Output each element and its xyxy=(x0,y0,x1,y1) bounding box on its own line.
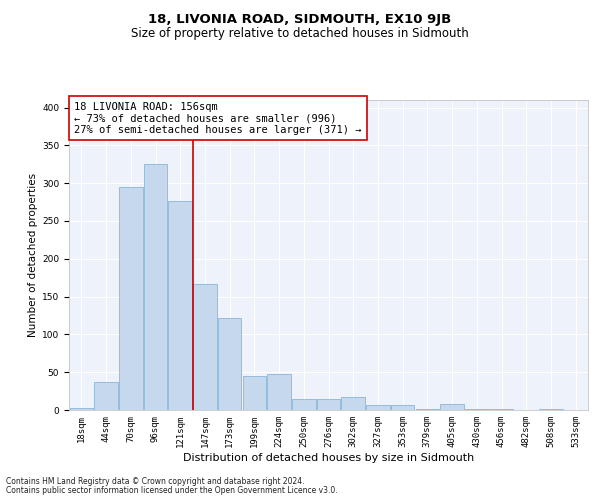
Bar xyxy=(440,404,464,410)
Text: 18, LIVONIA ROAD, SIDMOUTH, EX10 9JB: 18, LIVONIA ROAD, SIDMOUTH, EX10 9JB xyxy=(148,12,452,26)
Bar xyxy=(366,406,389,410)
Text: 18 LIVONIA ROAD: 156sqm
← 73% of detached houses are smaller (996)
27% of semi-d: 18 LIVONIA ROAD: 156sqm ← 73% of detache… xyxy=(74,102,361,134)
X-axis label: Distribution of detached houses by size in Sidmouth: Distribution of detached houses by size … xyxy=(183,452,474,462)
Text: Contains public sector information licensed under the Open Government Licence v3: Contains public sector information licen… xyxy=(6,486,338,495)
Bar xyxy=(169,200,192,410)
Bar xyxy=(242,376,266,410)
Bar xyxy=(144,164,167,410)
Bar xyxy=(465,409,488,410)
Bar xyxy=(292,398,316,410)
Bar xyxy=(317,398,340,410)
Bar xyxy=(94,382,118,410)
Bar xyxy=(193,284,217,410)
Text: Contains HM Land Registry data © Crown copyright and database right 2024.: Contains HM Land Registry data © Crown c… xyxy=(6,477,305,486)
Bar xyxy=(119,187,143,410)
Bar xyxy=(70,408,93,410)
Bar xyxy=(341,397,365,410)
Bar xyxy=(490,409,513,410)
Text: Size of property relative to detached houses in Sidmouth: Size of property relative to detached ho… xyxy=(131,28,469,40)
Y-axis label: Number of detached properties: Number of detached properties xyxy=(28,173,38,337)
Bar xyxy=(416,409,439,410)
Bar xyxy=(539,409,563,410)
Bar xyxy=(268,374,291,410)
Bar xyxy=(218,318,241,410)
Bar xyxy=(391,406,415,410)
